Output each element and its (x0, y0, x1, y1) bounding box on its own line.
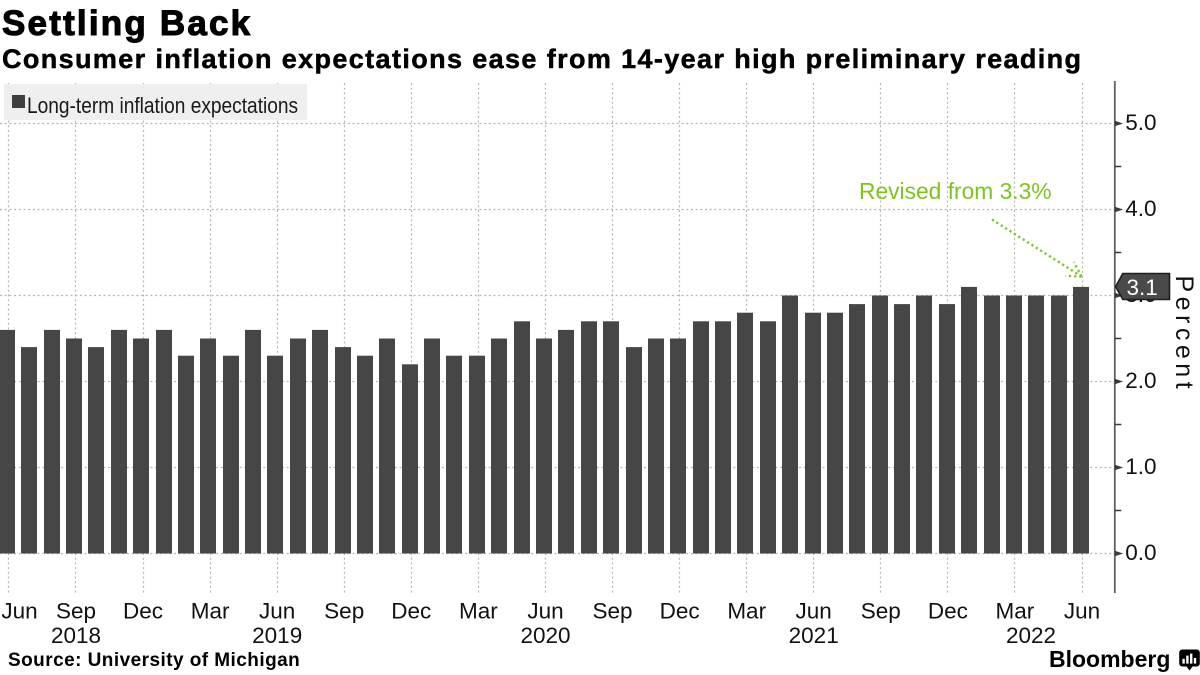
svg-text:Jun: Jun (527, 599, 563, 624)
svg-text:2021: 2021 (789, 623, 839, 648)
svg-text:Dec: Dec (660, 599, 700, 624)
svg-text:Dec: Dec (391, 599, 431, 624)
svg-text:Revised from 3.3%: Revised from 3.3% (859, 178, 1052, 204)
svg-text:Sep: Sep (56, 599, 96, 624)
svg-text:Dec: Dec (928, 599, 968, 624)
svg-text:Percent: Percent (1170, 276, 1198, 394)
svg-text:4.0: 4.0 (1125, 196, 1156, 221)
svg-text:Sep: Sep (592, 599, 632, 624)
svg-text:Jun: Jun (1, 599, 37, 624)
svg-text:Mar: Mar (996, 599, 1035, 624)
svg-text:2022: 2022 (1006, 623, 1056, 648)
svg-text:2.0: 2.0 (1125, 368, 1156, 393)
svg-text:Mar: Mar (459, 599, 498, 624)
svg-text:1.0: 1.0 (1125, 454, 1156, 479)
svg-text:Sep: Sep (324, 599, 364, 624)
svg-text:Jun: Jun (796, 599, 832, 624)
svg-text:2018: 2018 (51, 623, 101, 648)
svg-text:5.0: 5.0 (1125, 110, 1156, 135)
svg-text:Jun: Jun (1064, 599, 1100, 624)
svg-text:2020: 2020 (520, 623, 570, 648)
svg-text:Mar: Mar (191, 599, 230, 624)
svg-text:Jun: Jun (259, 599, 295, 624)
svg-text:Mar: Mar (727, 599, 766, 624)
svg-text:2019: 2019 (252, 623, 302, 648)
svg-text:0.0: 0.0 (1125, 540, 1156, 565)
svg-text:Dec: Dec (123, 599, 163, 624)
svg-text:3.1: 3.1 (1127, 275, 1158, 300)
svg-text:Sep: Sep (861, 599, 901, 624)
